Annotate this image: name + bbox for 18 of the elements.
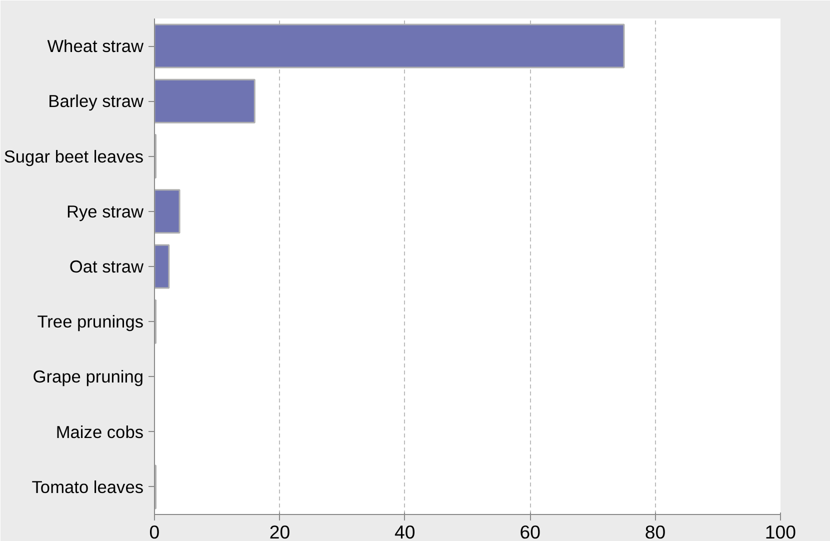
x-tick-label: 40 [394, 522, 416, 541]
x-tick-label: 0 [149, 522, 160, 541]
bar [154, 189, 180, 234]
x-tick-label: 20 [269, 522, 290, 541]
y-tick-label: Maize cobs [56, 422, 144, 442]
x-tick-label: 80 [644, 522, 666, 541]
y-tick-label: Barley straw [48, 91, 144, 112]
y-tick-label: Tomato leaves [32, 476, 144, 497]
y-tick-label: Tree prunings [37, 312, 144, 332]
x-tick-label: 60 [520, 522, 540, 541]
y-tick-label: Grape pruning [32, 366, 144, 387]
y-tick-label: Rye straw [66, 201, 144, 222]
bar [154, 244, 170, 289]
y-tick-label: Wheat straw [47, 36, 144, 56]
y-tick-label: Sugar beet leaves [4, 146, 144, 166]
bar [154, 78, 256, 124]
y-tick-label: Oat straw [69, 256, 144, 276]
x-tick-label: 100 [764, 522, 796, 541]
